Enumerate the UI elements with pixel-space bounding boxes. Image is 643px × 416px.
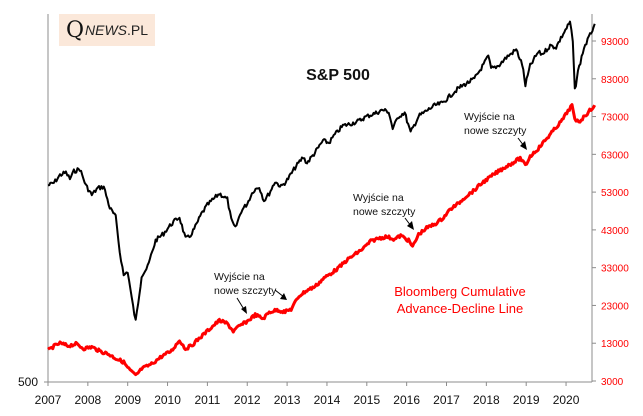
qnews-logo: Q NEWS .PL (59, 14, 155, 46)
x-tick-label: 2009 (114, 393, 141, 407)
axes: 500 (18, 14, 593, 389)
x-tick-label: 2013 (274, 393, 301, 407)
left-axis-tick-label: 500 (18, 375, 38, 389)
logo-q: Q (65, 17, 85, 43)
y-tick-label: 63000 (601, 150, 629, 161)
y-tick-label: 93000 (601, 37, 629, 48)
series-lines (47, 20, 597, 377)
annotation-1-arrowhead-a (241, 306, 247, 314)
annotation-1-line2: nowe szczyty (214, 285, 277, 297)
annotation-1: Wyjście na nowe szczyty (214, 271, 287, 314)
y-tick-label: 43000 (601, 226, 629, 237)
annotation-2-arrowhead (407, 221, 414, 230)
y-tick-label: 83000 (601, 75, 629, 86)
y-tick-label: 3000 (601, 377, 624, 388)
x-tick-label: 2015 (353, 393, 380, 407)
x-ticks: 2007 2008 2009 2010 2011 2012 2013 2014 2015 2016… (35, 382, 580, 407)
advance-decline-line (47, 103, 597, 377)
x-tick-label: 2008 (74, 393, 101, 407)
sp500-line (47, 20, 596, 321)
right-y-ticks: 3000 13000 23000 33000 43000 53000 63000 73000 8… (592, 37, 629, 388)
y-tick-label: 13000 (601, 339, 629, 350)
y-tick-label: 33000 (601, 264, 629, 275)
x-tick-label: 2018 (473, 393, 500, 407)
y-tick-label: 53000 (601, 188, 629, 199)
x-tick-label: 2011 (194, 393, 220, 407)
annotation-3-line1: Wyjście na (464, 111, 515, 123)
annotation-3: Wyjście na nowe szczyty (464, 111, 527, 150)
logo-pl: .PL (127, 22, 149, 38)
series-label-line1: Bloomberg Cumulative (394, 284, 526, 299)
annotation-3-arrowhead (520, 141, 527, 150)
y-tick-label: 23000 (601, 301, 629, 312)
annotation-2-line2: nowe szczyty (353, 206, 416, 218)
x-tick-label: 2019 (513, 393, 540, 407)
x-tick-label: 2012 (234, 393, 261, 407)
x-tick-label: 2010 (154, 393, 181, 407)
annotation-3-line2: nowe szczyty (464, 125, 527, 137)
series-label-line2: Advance-Decline Line (397, 301, 523, 316)
annotation-1-line1: Wyjście na (214, 271, 265, 283)
annotation-2-line1: Wyjście na (353, 192, 404, 204)
x-tick-label: 2020 (553, 393, 580, 407)
logo-news: NEWS (85, 22, 128, 38)
x-tick-label: 2014 (314, 393, 341, 407)
x-tick-label: 2007 (35, 393, 62, 407)
x-tick-label: 2017 (433, 393, 460, 407)
annotation-1-arrowhead-b (280, 293, 287, 300)
y-tick-label: 73000 (601, 113, 629, 124)
annotation-2: Wyjście na nowe szczyty (353, 192, 416, 230)
chart-title: S&P 500 (306, 67, 370, 84)
x-tick-label: 2016 (393, 393, 420, 407)
